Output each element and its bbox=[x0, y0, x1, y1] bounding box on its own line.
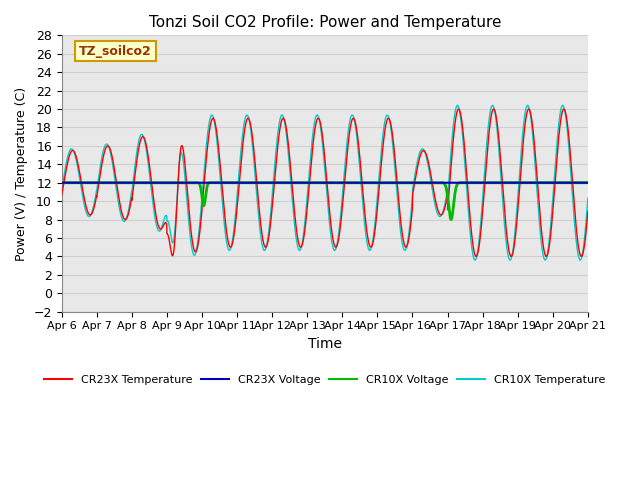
Text: TZ_soilco2: TZ_soilco2 bbox=[79, 45, 152, 58]
X-axis label: Time: Time bbox=[308, 337, 342, 351]
Y-axis label: Power (V) / Temperature (C): Power (V) / Temperature (C) bbox=[15, 86, 28, 261]
Title: Tonzi Soil CO2 Profile: Power and Temperature: Tonzi Soil CO2 Profile: Power and Temper… bbox=[148, 15, 501, 30]
Legend: CR23X Temperature, CR23X Voltage, CR10X Voltage, CR10X Temperature: CR23X Temperature, CR23X Voltage, CR10X … bbox=[40, 370, 610, 389]
